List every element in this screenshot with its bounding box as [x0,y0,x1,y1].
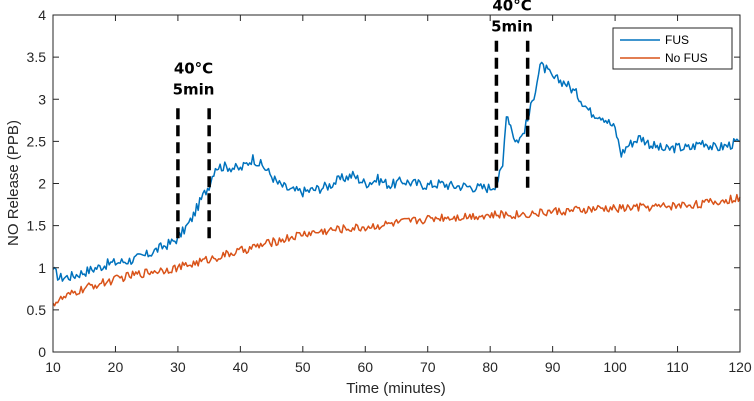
x-tick-label: 50 [295,359,311,375]
y-tick-label: 3.5 [27,49,47,65]
x-tick-label: 120 [728,359,752,375]
x-tick-label: 100 [603,359,627,375]
annotation-temperature: 40°C [492,0,531,14]
y-axis-label: NO Release (PPB) [5,120,22,246]
x-tick-label: 80 [482,359,498,375]
series-layer [52,61,741,307]
annotation-duration: 5min [173,80,215,98]
y-tick-label: 2 [38,176,46,192]
axis-layer: 10 20 30 40 50 60 70 80 90 100 110 120 0 0.5 1 1.5 2 2.5 3… [27,7,752,375]
annotation-duration: 5min [491,17,533,35]
x-tick-label: 70 [420,359,436,375]
y-tick-label: 4 [38,7,46,23]
y-tick-label: 1.5 [27,218,47,234]
y-tick-label: 1 [38,260,46,276]
legend-box [612,27,733,70]
x-tick-label: 40 [233,359,249,375]
x-tick-label: 20 [108,359,124,375]
x-tick-label: 60 [357,359,373,375]
annotation-temperature: 40°C [174,59,213,77]
annotation-layer: 40°C 5min 40°C 5min [173,0,533,239]
legend-label: FUS [665,33,689,47]
y-tick-label: 0 [38,344,46,360]
y-tick-label: 3 [38,91,46,107]
legend: FUS No FUS [612,27,733,70]
x-tick-label: 90 [545,359,561,375]
series-line-no-fus [52,193,741,307]
y-tick-label: 2.5 [27,133,47,149]
x-tick-label: 110 [666,359,689,375]
series-line-fus [52,61,741,282]
x-tick-label: 30 [170,359,186,375]
legend-label: No FUS [665,51,708,65]
x-tick-label: 10 [45,359,61,375]
x-axis-label: Time (minutes) [346,380,445,397]
y-tick-label: 0.5 [27,302,47,318]
